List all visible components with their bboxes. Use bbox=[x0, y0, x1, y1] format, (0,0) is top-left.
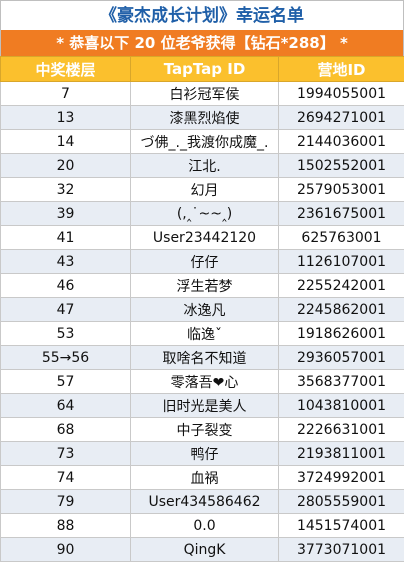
cell-camp-id: 2144036001 bbox=[279, 130, 404, 154]
cell-camp-id: 1043810001 bbox=[279, 394, 404, 418]
cell-floor: 88 bbox=[1, 514, 131, 538]
cell-floor: 55→56 bbox=[1, 346, 131, 370]
cell-camp-id: 3568377001 bbox=[279, 370, 404, 394]
cell-taptap-id: User23442120 bbox=[131, 226, 279, 250]
cell-camp-id: 2255242001 bbox=[279, 274, 404, 298]
cell-floor: 90 bbox=[1, 538, 131, 562]
cell-floor: 47 bbox=[1, 298, 131, 322]
cell-floor: 73 bbox=[1, 442, 131, 466]
cell-floor: 53 bbox=[1, 322, 131, 346]
cell-camp-id: 2694271001 bbox=[279, 106, 404, 130]
cell-camp-id: 2579053001 bbox=[279, 178, 404, 202]
cell-camp-id: 2805559001 bbox=[279, 490, 404, 514]
cell-taptap-id: 临逸ˇ bbox=[131, 322, 279, 346]
cell-taptap-id: 中子裂变 bbox=[131, 418, 279, 442]
cell-taptap-id: 取啥名不知道 bbox=[131, 346, 279, 370]
cell-taptap-id: (,‸˙~~‸) bbox=[131, 202, 279, 226]
cell-taptap-id: 江北. bbox=[131, 154, 279, 178]
header-row: 中奖楼层 TapTap ID 营地ID bbox=[1, 57, 404, 82]
sheet-subtitle: * 恭喜以下 20 位老爷获得【钻石*288】 * bbox=[0, 30, 404, 56]
cell-floor: 43 bbox=[1, 250, 131, 274]
cell-taptap-id: 浮生若梦 bbox=[131, 274, 279, 298]
cell-taptap-id: 旧时光是美人 bbox=[131, 394, 279, 418]
header-floor: 中奖楼层 bbox=[1, 57, 131, 82]
cell-taptap-id: User434586462 bbox=[131, 490, 279, 514]
cell-taptap-id: づ佛_._我渡你成魔_. bbox=[131, 130, 279, 154]
cell-taptap-id: 血祸 bbox=[131, 466, 279, 490]
winners-sheet: 《豪杰成长计划》幸运名单 * 恭喜以下 20 位老爷获得【钻石*288】 * 中… bbox=[0, 0, 404, 541]
table-row: 39(,‸˙~~‸)2361675001 bbox=[1, 202, 404, 226]
cell-taptap-id: 0.0 bbox=[131, 514, 279, 538]
cell-camp-id: 3724992001 bbox=[279, 466, 404, 490]
cell-camp-id: 2361675001 bbox=[279, 202, 404, 226]
cell-taptap-id: 鸭仔 bbox=[131, 442, 279, 466]
cell-floor: 79 bbox=[1, 490, 131, 514]
cell-floor: 13 bbox=[1, 106, 131, 130]
cell-floor: 20 bbox=[1, 154, 131, 178]
header-camp-id: 营地ID bbox=[279, 57, 404, 82]
cell-camp-id: 2936057001 bbox=[279, 346, 404, 370]
cell-floor: 74 bbox=[1, 466, 131, 490]
cell-floor: 68 bbox=[1, 418, 131, 442]
cell-taptap-id: 漆黑烈焰使 bbox=[131, 106, 279, 130]
cell-floor: 7 bbox=[1, 82, 131, 106]
cell-floor: 57 bbox=[1, 370, 131, 394]
cell-camp-id: 2193811001 bbox=[279, 442, 404, 466]
cell-camp-id: 3773071001 bbox=[279, 538, 404, 562]
cell-floor: 14 bbox=[1, 130, 131, 154]
cell-taptap-id: 白衫冠军侯 bbox=[131, 82, 279, 106]
cell-taptap-id: 幻月 bbox=[131, 178, 279, 202]
cell-taptap-id: 仔仔 bbox=[131, 250, 279, 274]
cell-camp-id: 1126107001 bbox=[279, 250, 404, 274]
cell-camp-id: 1502552001 bbox=[279, 154, 404, 178]
cell-camp-id: 1918626001 bbox=[279, 322, 404, 346]
cell-camp-id: 1451574001 bbox=[279, 514, 404, 538]
cell-floor: 32 bbox=[1, 178, 131, 202]
cell-camp-id: 625763001 bbox=[279, 226, 404, 250]
cell-taptap-id: 冰逸凡 bbox=[131, 298, 279, 322]
cell-camp-id: 2245862001 bbox=[279, 298, 404, 322]
header-taptap-id: TapTap ID bbox=[131, 57, 279, 82]
cell-taptap-id: 零落吾❤心 bbox=[131, 370, 279, 394]
cell-camp-id: 2226631001 bbox=[279, 418, 404, 442]
cell-floor: 64 bbox=[1, 394, 131, 418]
cell-floor: 41 bbox=[1, 226, 131, 250]
cell-taptap-id: QingK bbox=[131, 538, 279, 562]
cell-floor: 39 bbox=[1, 202, 131, 226]
sheet-title: 《豪杰成长计划》幸运名单 bbox=[0, 0, 404, 30]
cell-camp-id: 1994055001 bbox=[279, 82, 404, 106]
cell-floor: 46 bbox=[1, 274, 131, 298]
